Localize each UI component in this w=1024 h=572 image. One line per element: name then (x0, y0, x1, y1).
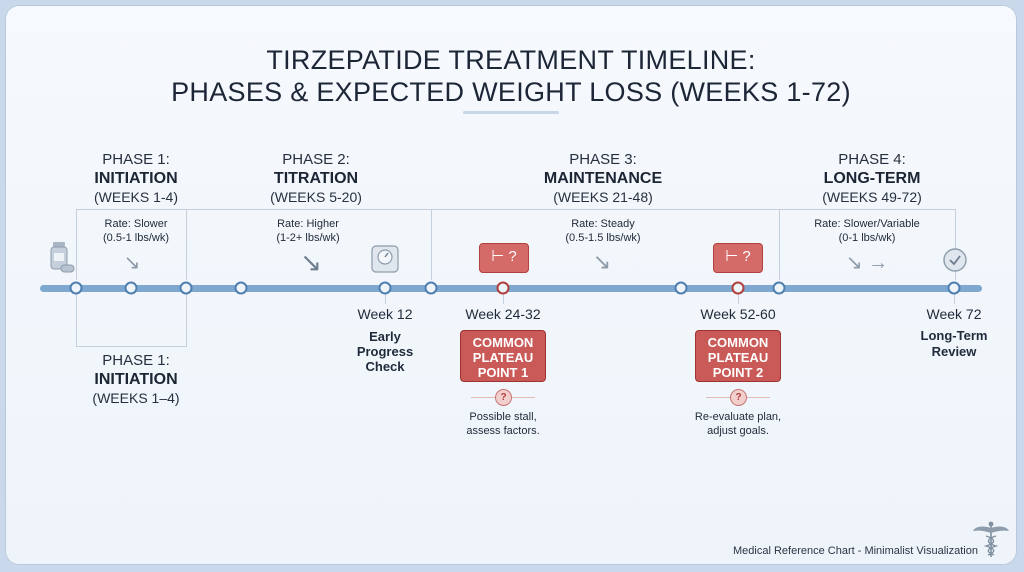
title-line-2: PHASES & EXPECTED WEIGHT LOSS (WEEKS 1-7… (171, 77, 851, 107)
plateau-2-note-1: Re-evaluate plan, (694, 411, 782, 423)
phase-4-name: LONG-TERM (823, 170, 921, 187)
week-12-text-1: Early (369, 329, 401, 344)
plateau-2-line-1: COMMON (707, 335, 769, 350)
phase-3-label: PHASE 3: (569, 151, 637, 168)
phase-1-repeat-label: PHASE 1: (102, 352, 170, 369)
phase-2-name: TITRATION (273, 170, 359, 187)
timeline-dot (124, 281, 138, 295)
week-12-text-2: Progress (356, 344, 414, 359)
title-underline (463, 111, 559, 114)
plateau-1-line-1: COMMON (472, 335, 534, 350)
week-72-tick (954, 292, 955, 304)
timeline-dot (772, 281, 786, 295)
plateau-dot (496, 281, 510, 295)
phase-3-rate: Rate: Steady (571, 218, 635, 230)
medication-icon (50, 242, 75, 273)
week-12-tick (385, 292, 386, 304)
phase-2-weeks: (WEEKS 5-20) (270, 189, 362, 205)
timeline-dot (69, 281, 83, 295)
phase-3-trend-icon: ↘ (592, 249, 612, 274)
phase-1-weeks: (WEEKS 1-4) (93, 189, 179, 205)
phase-4-weeks: (WEEKS 49-72) (822, 189, 922, 205)
plateau-1-line-2: PLATEAU (472, 350, 534, 365)
plateau-2-line-2: PLATEAU (707, 350, 769, 365)
phase-1-lower-box (76, 292, 187, 347)
phase-4-rate: Rate: Slower/Variable (814, 218, 920, 230)
week-52-60-label: Week 52-60 (700, 306, 776, 322)
phase-1-repeat-name: INITIATION (94, 371, 178, 388)
phase-4-label: PHASE 4: (838, 151, 906, 168)
stall-icon-2: ⊢ ? (713, 243, 763, 273)
phase-3-weeks: (WEEKS 21-48) (553, 189, 653, 205)
plateau-box-2: COMMON PLATEAU POINT 2 (695, 330, 781, 382)
phase-1-rate: Rate: Slower (104, 218, 168, 230)
plateau-box-1: COMMON PLATEAU POINT 1 (460, 330, 546, 382)
week-72-text-1: Long-Term (920, 328, 988, 343)
phase-3-rate-value: (0.5-1.5 lbs/wk) (565, 232, 641, 244)
phase-4-box (779, 209, 956, 280)
phase-4-trend-icon: ↘ → (845, 252, 889, 274)
timeline-dot (674, 281, 688, 295)
week-52-tick (738, 292, 739, 304)
phase-4-rate-value: (0-1 lbs/wk) (838, 232, 896, 244)
title-line-1: TIRZEPATIDE TREATMENT TIMELINE: (266, 45, 756, 75)
timeline-line (40, 285, 982, 292)
caduceus-icon (973, 521, 1009, 557)
footer-text: Medical Reference Chart - Minimalist Vis… (733, 545, 978, 557)
week-24-32-label: Week 24-32 (465, 306, 541, 322)
phase-1-label: PHASE 1: (102, 151, 170, 168)
phase-2-label: PHASE 2: (282, 151, 350, 168)
question-icon-2: ? (730, 389, 747, 406)
checkmark-icon (943, 248, 967, 272)
phase-1-repeat-weeks: (WEEKS 1–4) (92, 390, 180, 406)
timeline-dot (234, 281, 248, 295)
timeline-dot (424, 281, 438, 295)
plateau-1-note-1: Possible stall, (469, 411, 537, 423)
question-icon-1: ? (495, 389, 512, 406)
phase-3-name: MAINTENANCE (543, 170, 663, 187)
plateau-2-line-3: POINT 2 (712, 365, 764, 380)
week-12-text-3: Check (365, 359, 405, 374)
plateau-1-note-2: assess factors. (466, 425, 540, 437)
week-72-label: Week 72 (926, 306, 982, 322)
stall-icon-1: ⊢ ? (479, 243, 529, 273)
plateau-1-line-3: POINT 1 (477, 365, 529, 380)
phase-2-rate-value: (1-2+ lbs/wk) (276, 232, 340, 244)
week-24-tick (503, 292, 504, 304)
plateau-2-note-2: adjust goals. (707, 425, 769, 437)
week-72-text-2: Review (931, 344, 977, 359)
timeline-dot (947, 281, 961, 295)
phase-2-trend-icon: ↘ (300, 247, 322, 277)
timeline-dot (378, 281, 392, 295)
phase-1-trend-icon: ↘ (123, 252, 141, 274)
scale-icon (371, 245, 399, 273)
chart-frame: TIRZEPATIDE TREATMENT TIMELINE: PHASES &… (5, 5, 1017, 565)
phase-1-name: INITIATION (94, 170, 178, 187)
phase-1-rate-value: (0.5-1 lbs/wk) (102, 232, 170, 244)
timeline-dot (179, 281, 193, 295)
week-12-label: Week 12 (357, 306, 413, 322)
phase-2-rate: Rate: Higher (277, 218, 339, 230)
plateau-dot (731, 281, 745, 295)
